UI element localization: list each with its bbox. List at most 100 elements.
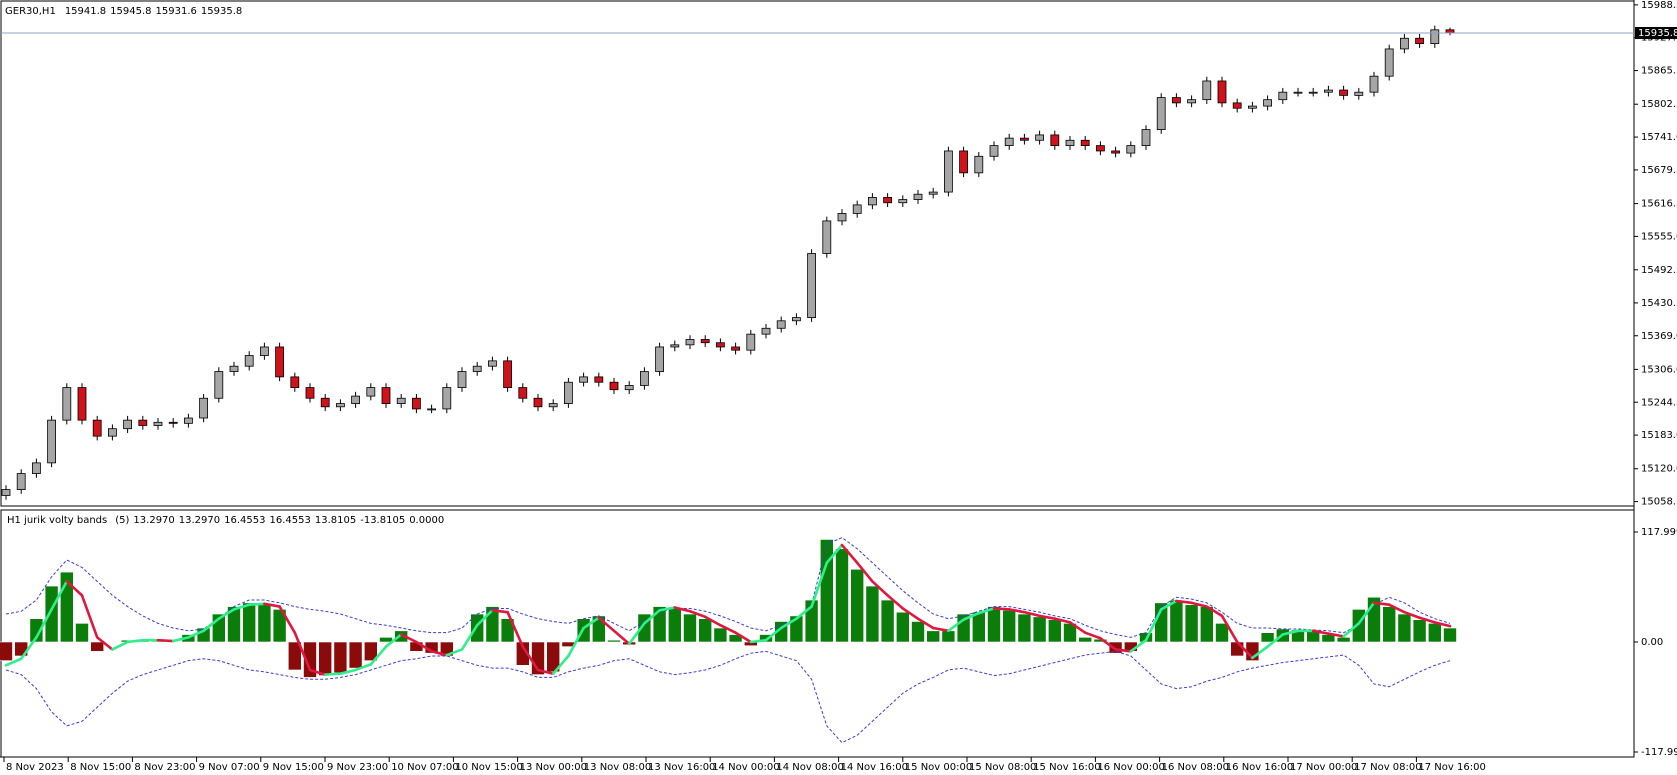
candle-body — [1278, 91, 1288, 101]
histogram-bar — [257, 604, 272, 643]
jurik-line-segment — [369, 645, 388, 666]
candle-body — [1400, 37, 1409, 50]
jurik-line-segment — [795, 605, 813, 620]
ohlc-value: 15945.8 — [110, 6, 151, 17]
jurik-line-segment — [1266, 633, 1285, 648]
x-tick-label: 9 Nov 07:00 — [199, 762, 260, 773]
indicator-value: 13.2970 — [133, 515, 174, 526]
jurik-line-segment — [551, 654, 570, 675]
histogram-bar — [318, 641, 333, 676]
histogram-bar — [1002, 610, 1017, 643]
jurik-line-segment — [567, 626, 585, 658]
candle-body — [928, 191, 938, 195]
candle-body — [564, 381, 573, 404]
candle-body — [518, 387, 528, 399]
jurik-line-segment — [749, 638, 768, 644]
y-tick-label: 15865.5 — [1641, 66, 1677, 77]
jurik-line-segment — [247, 602, 266, 607]
jurik-line-segment — [1144, 608, 1163, 642]
indicator-params: (5) — [115, 515, 129, 526]
candle-body — [16, 473, 26, 490]
candle-body — [487, 360, 497, 367]
y-tick-label: 15058.5 — [1641, 497, 1677, 508]
jurik-line-segment — [1068, 621, 1087, 634]
candle-body — [1050, 134, 1060, 147]
histogram-bar — [455, 641, 469, 643]
histogram-bar — [500, 618, 515, 643]
histogram-bar — [1230, 641, 1244, 657]
candle-body — [183, 417, 193, 424]
jurik-line-segment — [430, 650, 449, 657]
candle-body — [335, 403, 345, 408]
indicator-value: -13.8105 — [360, 515, 405, 526]
candle-body — [1, 489, 11, 496]
candle-body — [1293, 91, 1303, 94]
x-tick-label: 8 Nov 23:00 — [134, 762, 195, 773]
candle-body — [579, 376, 588, 383]
candle-body — [822, 220, 832, 254]
jurik-line-segment — [354, 663, 373, 672]
jurik-line-segment — [977, 607, 996, 615]
histogram-bar — [75, 623, 89, 643]
histogram-bar — [1032, 616, 1047, 643]
candle-body — [1172, 97, 1181, 104]
x-tick-label: 17 Nov 08:00 — [1354, 762, 1421, 773]
candle-body — [396, 397, 406, 404]
jurik-line-segment — [156, 638, 175, 643]
candle-body — [792, 317, 801, 322]
candle-body — [655, 346, 664, 372]
jurik-line-segment — [871, 580, 889, 597]
x-tick-label: 16 Nov 16:00 — [1226, 762, 1293, 773]
indicator-value: 16.4553 — [224, 515, 265, 526]
jurik-line-segment — [1311, 629, 1330, 635]
jurik-line-segment — [1053, 617, 1072, 624]
y-tick-label: -117.9996 — [1641, 747, 1677, 758]
jurik-line-segment — [947, 618, 965, 633]
histogram-bar — [850, 568, 865, 643]
jurik-line-segment — [339, 668, 357, 675]
candle-body — [624, 385, 634, 391]
candle-body — [138, 419, 148, 426]
candle-body — [548, 403, 558, 408]
candle-body — [746, 333, 756, 351]
candle-body — [1202, 80, 1212, 101]
candle-body — [47, 419, 56, 464]
indicator-header: H1 jurik volty bands (5) 13.2970 13.2970 16.… — [7, 515, 444, 526]
histogram-bar — [363, 641, 378, 661]
jurik-line-segment — [65, 580, 84, 597]
candle-body — [716, 342, 725, 348]
candle-body — [1080, 139, 1090, 147]
jurik-line-segment — [80, 594, 99, 639]
jurik-line-segment — [764, 626, 783, 642]
candle-body — [320, 397, 330, 408]
jurik-line-segment — [1235, 640, 1254, 660]
candle-body — [411, 397, 421, 410]
jurik-line-segment — [1007, 608, 1026, 614]
symbol-label: GER30,H1 — [5, 6, 56, 17]
y-tick-label: 15369.0 — [1641, 331, 1677, 342]
y-tick-label: 15183.0 — [1641, 430, 1677, 441]
jurik-line-segment — [4, 657, 23, 667]
histogram-bar — [1017, 613, 1032, 643]
histogram-bar — [713, 627, 728, 643]
jurik-line-segment — [719, 623, 737, 634]
histogram-bar — [1260, 632, 1275, 643]
upper-band — [5, 537, 1451, 638]
candle-body — [214, 371, 224, 399]
jurik-line-segment — [597, 616, 616, 633]
x-tick-label: 8 Nov 15:00 — [70, 762, 131, 773]
candle-body — [1369, 75, 1379, 93]
candle-body — [1141, 129, 1151, 147]
histogram-bar — [987, 606, 1001, 643]
candle-body — [457, 371, 467, 388]
jurik-line-segment — [278, 605, 297, 634]
candle-body — [153, 421, 163, 426]
jurik-line-segment — [1418, 616, 1437, 624]
candle-body — [290, 376, 300, 388]
histogram-bar — [1169, 599, 1184, 643]
x-tick-label: 13 Nov 08:00 — [584, 762, 651, 773]
candle-body — [1263, 99, 1272, 107]
y-tick-label: 15616.5 — [1641, 199, 1677, 210]
candle-body — [533, 397, 543, 408]
